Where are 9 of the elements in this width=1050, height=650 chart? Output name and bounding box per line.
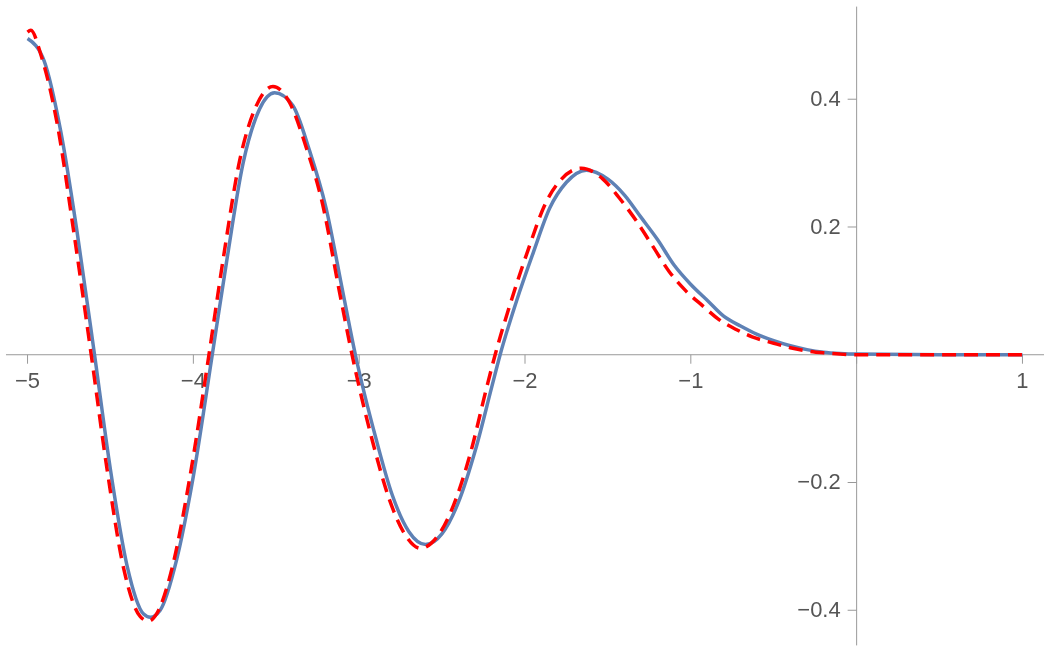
y-tick-label: 0.2: [810, 213, 841, 239]
x-tick-label: 1: [1016, 367, 1029, 393]
x-tick-label: −5: [15, 367, 41, 393]
y-tick-label: −0.4: [797, 597, 841, 623]
x-tick-label: −4: [180, 367, 206, 393]
x-tick-label: −2: [512, 367, 538, 393]
x-tick-label: −1: [678, 367, 704, 393]
y-tick-label: 0.4: [810, 86, 841, 112]
y-tick-label: −0.2: [797, 469, 841, 495]
